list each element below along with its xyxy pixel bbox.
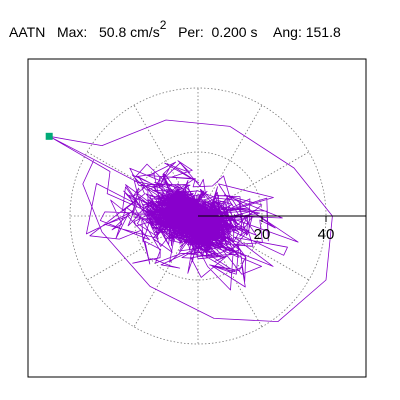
period-label: Per:: [178, 23, 204, 40]
radial-tick-label-40: 40: [318, 226, 335, 243]
station-name: AATN: [9, 23, 46, 40]
max-label: Max:: [56, 23, 88, 40]
plot-header: AATN Max: 50.8 cm/s2 Per: 0.200 s Ang: 1…: [9, 17, 341, 42]
trace-path: [48, 119, 333, 322]
period-value: 0.200 s: [211, 23, 258, 40]
start-marker-group: [45, 132, 53, 140]
max-value: 50.8 cm/s: [99, 23, 160, 40]
angle-value: 151.8: [305, 23, 341, 40]
start-marker: [45, 132, 53, 140]
motion-trace: [48, 119, 333, 322]
radial-axis: 20 40: [198, 215, 366, 243]
grid-spoke-60: [197, 104, 263, 217]
radial-tick-label-20: 20: [254, 226, 271, 243]
angle-label: Ang:: [273, 23, 302, 40]
max-exponent: 2: [159, 18, 167, 32]
